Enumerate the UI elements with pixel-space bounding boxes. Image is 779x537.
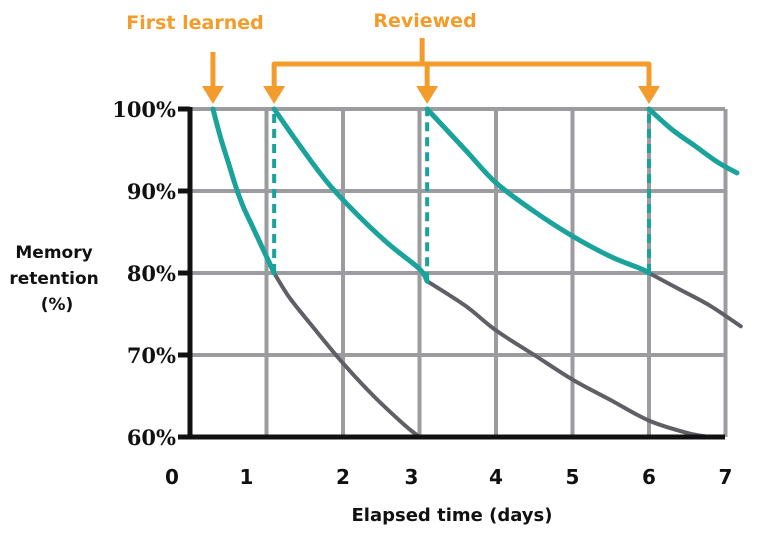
retention-curve bbox=[424, 106, 652, 276]
review-drop-lines bbox=[272, 109, 651, 282]
y-axis-label-line-1: Memory bbox=[15, 243, 92, 263]
reviewed-label: Reviewed bbox=[373, 10, 476, 32]
y-tick-label: 80% bbox=[127, 261, 176, 286]
forgetting-curve bbox=[272, 271, 422, 438]
forgetting-curve bbox=[647, 271, 743, 329]
y-tick-label: 70% bbox=[127, 343, 176, 368]
x-tick-label: 2 bbox=[336, 465, 350, 489]
forgetting-curve bbox=[425, 279, 713, 438]
x-axis-label: Elapsed time (days) bbox=[352, 505, 553, 526]
y-tick-label: 90% bbox=[127, 179, 176, 204]
y-axis-label-line-2: retention bbox=[9, 269, 98, 289]
retention-curve bbox=[271, 106, 430, 284]
first-learned-arrow-head bbox=[201, 86, 224, 104]
retention-curve bbox=[646, 106, 740, 176]
y-tick-label: 100% bbox=[112, 97, 176, 122]
x-tick-label: 1 bbox=[240, 465, 254, 489]
retention-curve bbox=[210, 106, 277, 276]
x-tick-label: 5 bbox=[566, 465, 580, 489]
y-axis-label-line-3: (%) bbox=[41, 295, 74, 315]
x-tick-label: 4 bbox=[489, 465, 503, 489]
reviewed-arrow-head bbox=[263, 86, 286, 104]
curves bbox=[210, 106, 743, 438]
x-tick-label: 3 bbox=[405, 465, 419, 489]
x-tick-label: 0 bbox=[165, 465, 179, 489]
y-tick-labels: 60% 70% 80% 90% 100% bbox=[112, 97, 176, 450]
y-axis-label: Memory retention (%) bbox=[9, 243, 104, 315]
x-tick-label: 7 bbox=[719, 465, 733, 489]
axes bbox=[178, 106, 725, 440]
x-tick-labels: 0 1 2 3 4 5 6 7 bbox=[165, 465, 732, 489]
reviewed-arrow-head bbox=[638, 86, 660, 104]
first-learned-label: First learned bbox=[126, 12, 263, 34]
x-tick-label: 6 bbox=[642, 465, 656, 489]
reviewed-arrow-head bbox=[416, 86, 439, 104]
y-tick-label: 60% bbox=[127, 425, 176, 450]
annotations: First learned Reviewed bbox=[126, 10, 660, 104]
